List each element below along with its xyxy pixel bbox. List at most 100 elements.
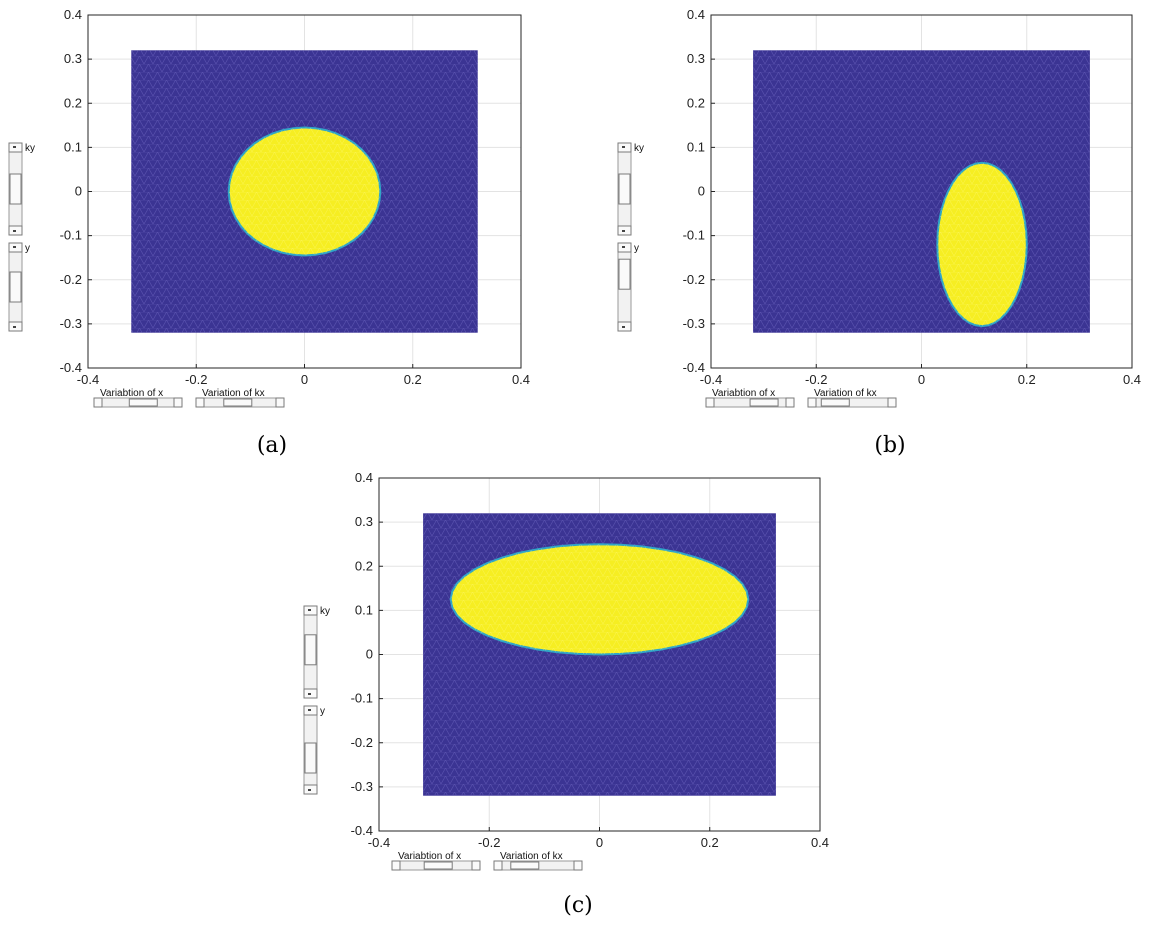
arrow-up-icon [622,146,625,148]
horizontal-sliders: Variabtion of x Variation of kx [391,851,583,871]
slider-label: ky [320,606,330,617]
slider-thumb[interactable] [749,398,779,407]
slider-right-button[interactable] [275,397,285,408]
slider-horizontal[interactable]: Variabtion of x [705,388,795,408]
slider-label: ky [25,143,35,154]
slider-y[interactable]: y [303,705,325,795]
slider-thumb[interactable] [223,398,253,407]
horizontal-sliders: Variabtion of x Variation of kx [705,388,897,408]
yellow-region-mesh [228,127,381,256]
y-tick-label: -0.2 [60,272,82,287]
slider-thumb[interactable] [618,173,631,205]
panel-caption: (c) [563,893,593,918]
vertical-sliders: ky y [8,142,35,332]
slider-horizontal[interactable]: Variabtion of x [93,388,183,408]
x-tick-label: 0 [918,372,925,387]
y-tick-label: -0.4 [351,823,373,838]
x-tick-label: -0.4 [77,372,99,387]
slider-thumb[interactable] [9,271,22,303]
slider-thumb[interactable] [618,258,631,290]
slider-label: Variation of kx [814,388,877,399]
x-tick-labels: -0.4 -0.2 0 0.2 0.4 [700,364,1141,387]
y-tick-label: -0.3 [351,779,373,794]
y-tick-label: 0.2 [64,95,82,110]
x-tick-labels: -0.4 -0.2 0 0.2 0.4 [368,827,829,850]
x-tick-label: -0.2 [805,372,827,387]
slider-y[interactable]: y [617,242,639,332]
arrow-down-icon [13,230,16,232]
slider-left-button[interactable] [391,860,401,871]
arrow-up-icon [308,709,311,711]
mesh-triangulation [753,50,1090,333]
slider-label: ky [634,143,644,154]
slider-horizontal[interactable]: Variation of kx [493,851,583,871]
slider-label: Variabtion of x [100,388,163,399]
y-tick-labels: 0.4 0.3 0.2 0.1 0 -0.1 -0.2 -0.3 -0.4 [60,7,92,375]
x-tick-label: 0.4 [512,372,530,387]
slider-ky[interactable]: ky [8,142,35,236]
slider-thumb[interactable] [9,173,22,205]
y-tick-label: -0.4 [60,360,82,375]
vertical-sliders: ky y [617,142,644,332]
y-tick-labels: 0.4 0.3 0.2 0.1 0 -0.1 -0.2 -0.3 -0.4 [683,7,715,375]
slider-label: Variation of kx [500,851,563,862]
y-tick-label: 0.1 [687,139,705,154]
arrow-down-icon [13,326,16,328]
y-tick-label: 0.3 [355,514,373,529]
y-tick-label: 0.2 [355,558,373,573]
slider-thumb[interactable] [820,398,850,407]
slider-thumb[interactable] [304,634,317,666]
x-tick-label: -0.2 [478,835,500,850]
slider-left-button[interactable] [807,397,817,408]
y-tick-label: 0.4 [355,470,373,485]
panel-a: -0.4 -0.2 0 0.2 0.4 0.40.30.20.10-0.1-0.2-0.… [8,7,530,458]
slider-y[interactable]: y [8,242,30,332]
slider-thumb[interactable] [128,398,158,407]
slider-ky[interactable]: ky [303,605,330,699]
slider-label: y [25,243,30,254]
arrow-down-icon [622,230,625,232]
y-tick-label: -0.2 [351,735,373,750]
slider-right-button[interactable] [887,397,897,408]
slider-thumb[interactable] [423,861,453,870]
slider-left-button[interactable] [195,397,205,408]
y-tick-label: 0 [366,647,373,662]
horizontal-sliders: Variabtion of x Variation of kx [93,388,285,408]
y-tick-label: 0.4 [687,7,705,22]
slider-right-button[interactable] [573,860,583,871]
arrow-up-icon [622,246,625,248]
arrow-down-icon [308,693,311,695]
slider-left-button[interactable] [493,860,503,871]
y-tick-label: -0.3 [683,316,705,331]
slider-left-button[interactable] [93,397,103,408]
y-tick-label: -0.2 [683,272,705,287]
slider-ky[interactable]: ky [617,142,644,236]
panel-b: -0.4 -0.2 0 0.2 0.4 0.40.30.20.10-0.1-0.2-0.… [617,7,1141,458]
y-tick-label: 0 [75,184,82,199]
slider-right-button[interactable] [173,397,183,408]
y-tick-label: -0.1 [683,228,705,243]
y-tick-label: -0.4 [683,360,705,375]
slider-thumb[interactable] [304,742,317,774]
x-tick-label: -0.2 [185,372,207,387]
x-tick-label: 0.2 [701,835,719,850]
slider-thumb[interactable] [510,861,540,870]
slider-right-button[interactable] [471,860,481,871]
y-tick-label: 0.3 [687,51,705,66]
slider-right-button[interactable] [785,397,795,408]
y-tick-labels: 0.4 0.3 0.2 0.1 0 -0.1 -0.2 -0.3 -0.4 [351,470,383,838]
x-tick-label: -0.4 [368,835,390,850]
panel-caption: (a) [257,433,287,458]
slider-label: Variabtion of x [712,388,775,399]
x-tick-label: 0.2 [1018,372,1036,387]
slider-horizontal[interactable]: Variabtion of x [391,851,481,871]
y-tick-label: 0.1 [355,602,373,617]
slider-horizontal[interactable]: Variation of kx [807,388,897,408]
y-tick-label: -0.3 [60,316,82,331]
slider-label: y [320,706,325,717]
slider-horizontal[interactable]: Variation of kx [195,388,285,408]
slider-left-button[interactable] [705,397,715,408]
x-tick-label: 0 [301,372,308,387]
y-tick-label: 0.2 [687,95,705,110]
y-tick-label: 0.3 [64,51,82,66]
